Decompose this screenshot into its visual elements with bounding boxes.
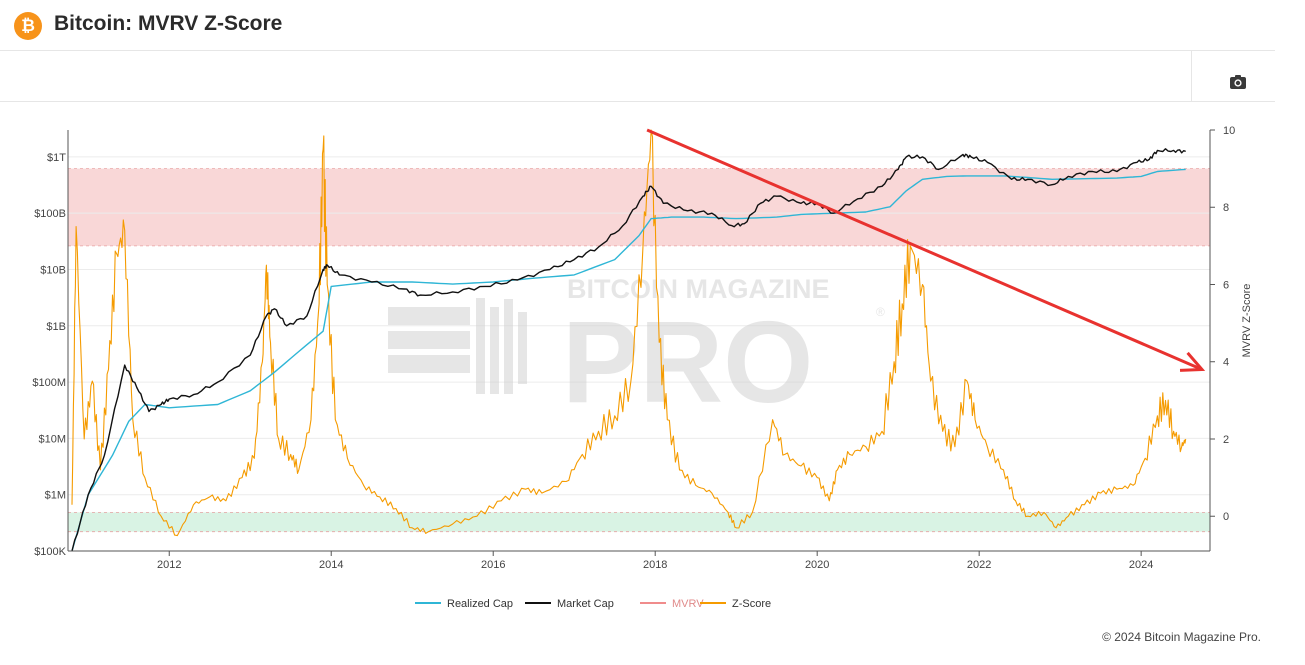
top-zone-band: [68, 168, 1210, 246]
right-axis-title: MVRV Z-Score: [1241, 284, 1253, 358]
x-tick-label: 2020: [805, 559, 829, 571]
z-score-line: [71, 129, 1187, 537]
left-tick-label: $1M: [45, 490, 66, 502]
toolbar-divider: [1191, 50, 1192, 101]
left-tick-label: $10M: [38, 433, 66, 445]
x-tick-label: 2024: [1129, 559, 1153, 571]
legend-label: MVRV: [672, 598, 704, 610]
left-tick-label: $1B: [46, 321, 66, 333]
legend-label: Market Cap: [557, 598, 614, 610]
watermark-mark: ®: [876, 305, 885, 319]
x-tick-label: 2018: [643, 559, 667, 571]
annotation-layer: [646, 128, 1206, 372]
left-tick-label: $100K: [34, 546, 66, 558]
copyright-text: © 2024 Bitcoin Magazine Pro.: [1102, 630, 1261, 644]
bottom-zone-band: [68, 512, 1210, 532]
header-divider: [0, 50, 1275, 51]
left-tick-label: $1T: [47, 152, 66, 164]
left-tick-label: $10B: [40, 264, 66, 276]
trend-arrow-line: [646, 128, 1203, 371]
legend-label: Z-Score: [732, 598, 771, 610]
left-tick-label: $100B: [34, 208, 66, 220]
mvrv-chart: BITCOIN MAGAZINE PRO ® $100K $1M $10M $100M…: [32, 125, 1253, 610]
trend-arrow-head-icon: [1179, 351, 1206, 372]
axes: $100K $1M $10M $100M $1B $10B $100B $1T 0 2 4 6 8 10 2…: [32, 125, 1253, 571]
page-title: Bitcoin: MVRV Z-Score: [54, 12, 283, 35]
x-tick-label: 2016: [481, 559, 505, 571]
right-tick-label: 8: [1223, 202, 1229, 214]
toolbar-divider-bottom: [0, 101, 1275, 102]
legend-label: Realized Cap: [447, 598, 513, 610]
zone-bands: [68, 168, 1210, 533]
series-layer: [71, 129, 1187, 552]
camera-icon[interactable]: [1226, 72, 1250, 92]
legend: Realized Cap Market Cap MVRV Z-Score: [415, 598, 771, 610]
watermark: BITCOIN MAGAZINE PRO ®: [388, 274, 885, 427]
right-tick-label: 0: [1223, 511, 1229, 523]
bitcoin-logo-icon: ₿: [14, 12, 42, 40]
watermark-line2: PRO: [562, 297, 813, 427]
right-tick-label: 4: [1223, 357, 1229, 369]
right-tick-label: 6: [1223, 279, 1229, 291]
right-tick-label: 10: [1223, 125, 1235, 137]
page-header: ₿ Bitcoin: MVRV Z-Score: [0, 0, 1305, 50]
watermark-logo-icon: [388, 298, 527, 394]
market-cap-line: [71, 148, 1186, 552]
x-tick-label: 2014: [319, 559, 343, 571]
watermark-line1: BITCOIN MAGAZINE: [567, 274, 830, 304]
x-tick-label: 2012: [157, 559, 181, 571]
realized-cap-line: [71, 168, 1186, 552]
right-tick-label: 2: [1223, 434, 1229, 446]
left-tick-label: $100M: [32, 377, 66, 389]
x-tick-label: 2022: [967, 559, 991, 571]
